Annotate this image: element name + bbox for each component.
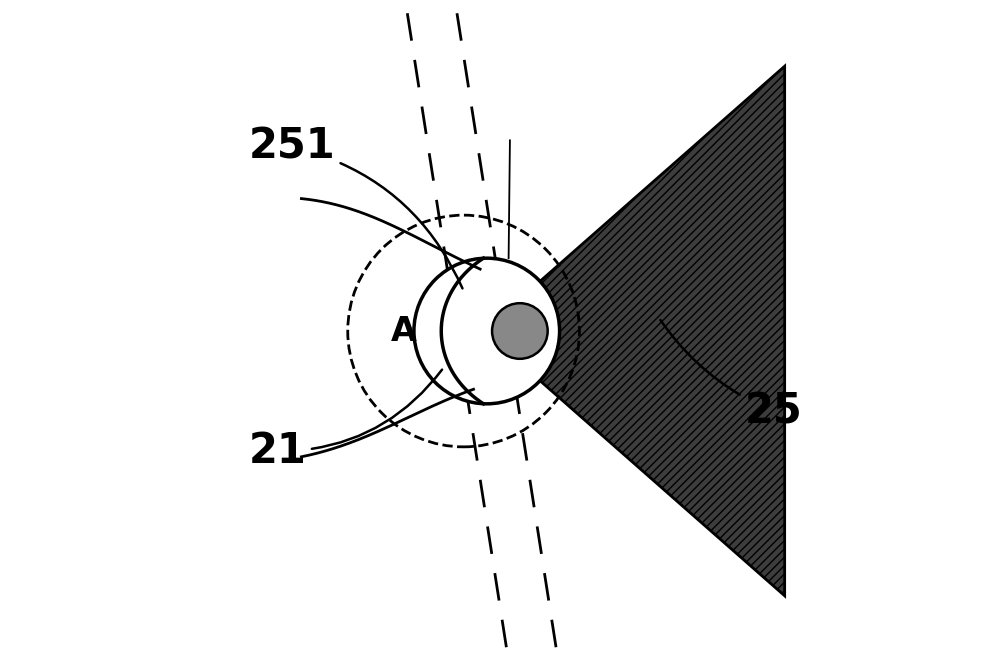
Text: 21: 21 <box>248 369 442 473</box>
Polygon shape <box>483 66 785 596</box>
Circle shape <box>492 303 548 359</box>
Text: 25: 25 <box>660 320 803 433</box>
Text: 251: 251 <box>248 126 462 289</box>
Circle shape <box>414 258 560 404</box>
Text: A: A <box>391 314 417 348</box>
